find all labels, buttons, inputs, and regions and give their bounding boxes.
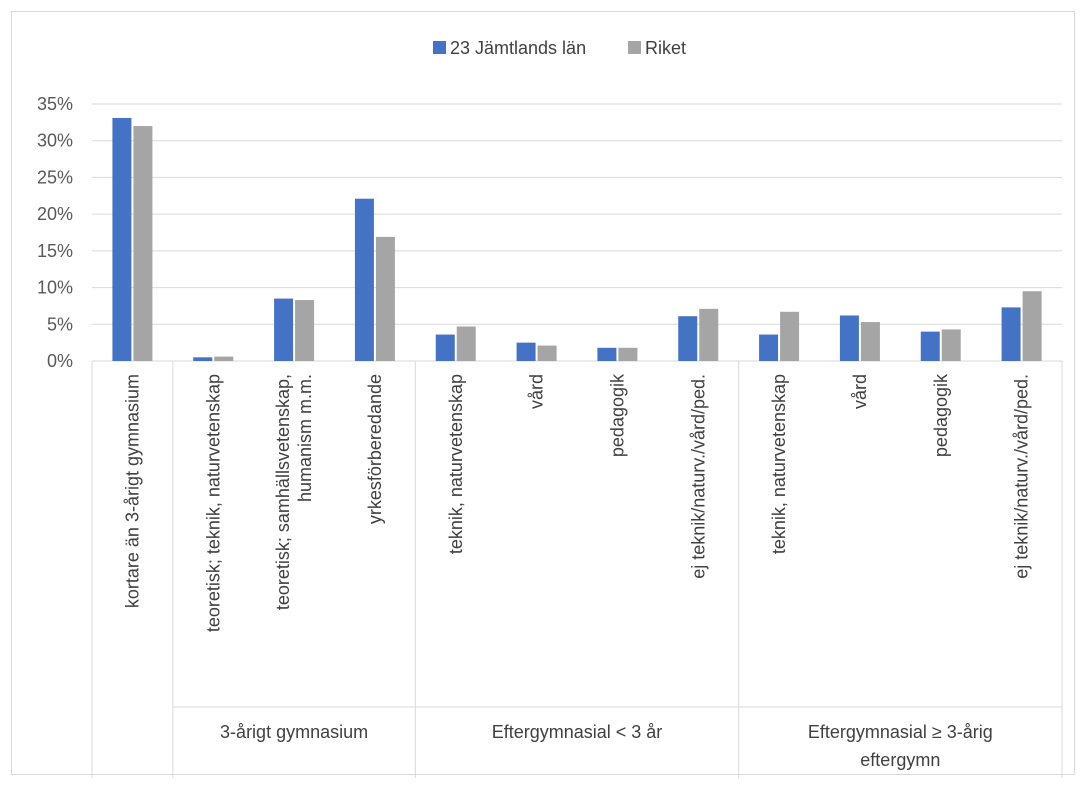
bar-series-1 <box>435 334 455 361</box>
y-tick-label: 35% <box>37 94 73 114</box>
bar-series-2 <box>133 126 153 362</box>
category-label: ej teknik/naturv./vård/ped. <box>1012 374 1032 579</box>
bar-series-1 <box>274 298 294 361</box>
category-label: ej teknik/naturv./vård/ped. <box>688 374 708 579</box>
category-label: teoretisk; teknik, naturvetenskap <box>203 374 223 632</box>
bar-series-2 <box>375 236 395 361</box>
y-tick-label: 25% <box>37 167 73 187</box>
bar-series-2 <box>699 308 719 361</box>
bar-series-2 <box>214 356 234 361</box>
legend-swatch <box>433 41 446 54</box>
category-label: vård <box>850 374 870 409</box>
legend-swatch <box>628 41 641 54</box>
legend-label: 23 Jämtlands län <box>450 38 586 58</box>
group-label: Eftergymnasial ≥ 3-årig <box>808 722 993 742</box>
y-tick-label: 10% <box>37 278 73 298</box>
bar-series-1 <box>354 198 374 361</box>
y-tick-label: 20% <box>37 204 73 224</box>
category-label: teknik, naturvetenskap <box>446 374 466 554</box>
bar-series-1 <box>112 117 132 361</box>
y-tick-label: 0% <box>47 351 73 371</box>
bar-series-1 <box>1001 307 1021 361</box>
bar-series-1 <box>759 334 779 361</box>
y-tick-label: 30% <box>37 131 73 151</box>
category-label: kortare än 3-årigt gymnasium <box>122 374 142 608</box>
bar-series-1 <box>920 331 940 361</box>
category-label: pedagogik <box>607 373 627 457</box>
group-label: eftergymn <box>860 750 940 770</box>
bar-series-2 <box>295 300 315 361</box>
y-tick-label: 15% <box>37 241 73 261</box>
bar-series-1 <box>678 316 698 361</box>
group-label: Eftergymnasial < 3 år <box>492 722 663 742</box>
bar-series-2 <box>537 345 557 361</box>
category-label: teknik, naturvetenskap <box>769 374 789 554</box>
category-label: humanism m.m. <box>295 374 315 502</box>
category-label: yrkesförberedande <box>365 374 385 524</box>
bar-series-2 <box>860 322 880 361</box>
category-label: teoretisk; samhällsvetenskap, <box>273 374 293 610</box>
bar-series-2 <box>941 329 961 361</box>
bar-series-2 <box>456 326 476 361</box>
group-label: 3-årigt gymnasium <box>220 722 368 742</box>
category-label: pedagogik <box>931 373 951 457</box>
category-label: vård <box>527 374 547 409</box>
bar-series-1 <box>597 347 617 361</box>
bar-series-2 <box>780 311 800 361</box>
bar-series-1 <box>516 342 536 361</box>
bar-series-2 <box>1022 291 1042 361</box>
bar-series-1 <box>193 357 213 361</box>
y-tick-label: 5% <box>47 314 73 334</box>
chart-frame <box>11 11 1075 775</box>
legend-label: Riket <box>645 38 686 58</box>
bar-series-2 <box>618 347 638 361</box>
bar-series-1 <box>839 315 859 361</box>
